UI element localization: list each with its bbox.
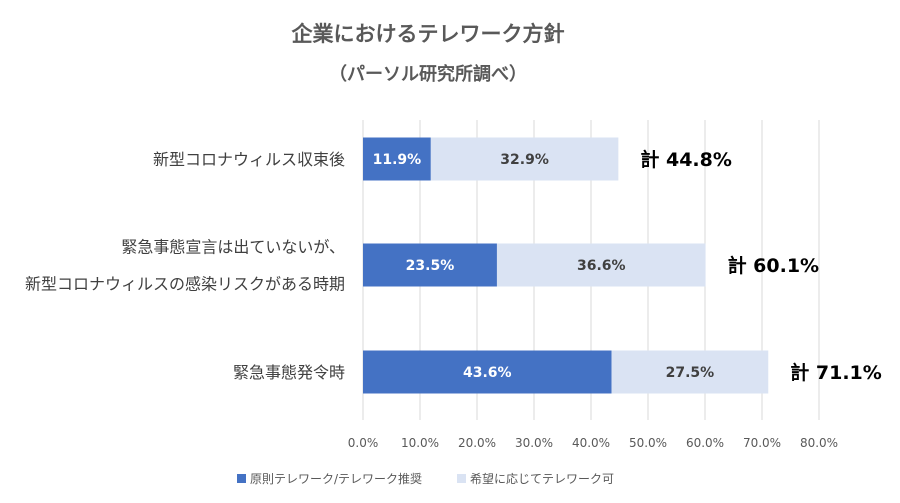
category-labels: 新型コロナウィルス収束後緊急事態宣言は出ていないが、新型コロナウィルスの感染リス… [25, 150, 345, 382]
chart-title: 企業におけるテレワーク方針 [291, 22, 565, 46]
category-label: 新型コロナウィルス収束後 [153, 150, 345, 169]
bar-segment [363, 243, 497, 287]
x-tick-label: 70.0% [743, 436, 781, 450]
legend-label: 希望に応じてテレワーク可 [470, 471, 614, 486]
bar-segment [363, 137, 431, 181]
bar-segment [611, 350, 769, 394]
x-tick-label: 40.0% [572, 436, 610, 450]
x-axis-tick-labels: 0.0% 10.0% 20.0% 30.0% 40.0% 50.0% 60.0% 70.0% 8… [348, 436, 838, 450]
bar-value-label: 27.5% [666, 365, 715, 381]
category-label: 緊急事態宣言は出ていないが、 [121, 238, 345, 257]
legend-swatch [457, 474, 466, 483]
x-tick-label: 80.0% [800, 436, 838, 450]
bar-value-label: 43.6% [463, 365, 512, 381]
total-label: 計 71.1% [790, 361, 882, 384]
bar-segment [496, 243, 706, 287]
bars: 11.9% 32.9% 計 44.8% 23.5% 36.6% 計 60.1% 43.6% 2… [363, 137, 882, 394]
x-tick-label: 60.0% [686, 436, 724, 450]
legend: 原則テレワーク/テレワーク推奨 希望に応じてテレワーク可 [237, 471, 614, 486]
bar-value-label: 32.9% [500, 152, 549, 168]
category-label: 新型コロナウィルスの感染リスクがある時期 [25, 275, 345, 294]
bar-value-label: 36.6% [577, 258, 626, 274]
category-label: 緊急事態発令時 [233, 363, 345, 382]
bar-value-label: 11.9% [373, 152, 422, 168]
bar-value-label: 23.5% [406, 258, 455, 274]
total-label: 計 60.1% [728, 254, 820, 277]
bar-segment [363, 350, 612, 394]
x-tick-label: 50.0% [629, 436, 667, 450]
total-label: 計 44.8% [640, 148, 732, 171]
x-tick-label: 10.0% [401, 436, 439, 450]
x-tick-label: 30.0% [515, 436, 553, 450]
bar-segment [430, 137, 619, 181]
x-tick-label: 0.0% [348, 436, 379, 450]
legend-swatch [237, 474, 246, 483]
chart-subtitle: （パーソル研究所調べ） [329, 63, 527, 85]
legend-label: 原則テレワーク/テレワーク推奨 [250, 472, 422, 486]
x-tick-label: 20.0% [458, 436, 496, 450]
